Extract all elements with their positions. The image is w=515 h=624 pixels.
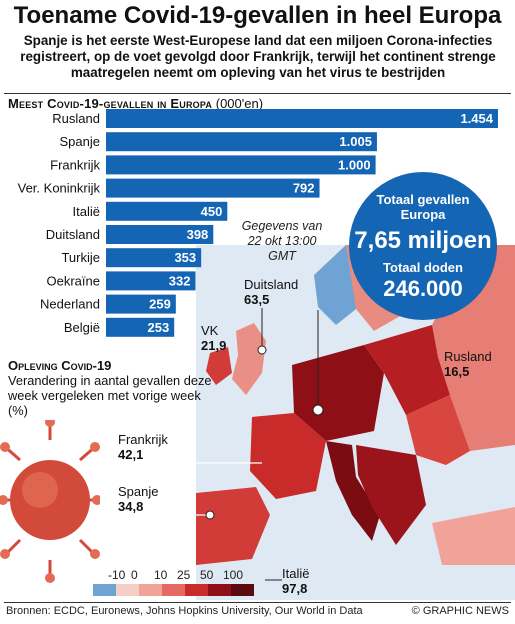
callout-italy-value: 97,8	[282, 581, 308, 596]
leader-uk-dot	[257, 345, 267, 355]
bar-oekra-ne	[106, 271, 196, 291]
bar-chart: Rusland 1.454 Spanje 1.005 Frankrijk 1.000 Ver…	[18, 109, 498, 337]
totals-bubble: Totaal gevallen Europa 7,65 miljoen Tota…	[349, 172, 497, 320]
bar-nederland	[106, 294, 176, 314]
map-belarus-ukraine	[364, 325, 450, 415]
surge-description: Verandering in aantal gevallen deze week…	[8, 373, 212, 418]
callout-germany: Duitsland 63,5	[244, 277, 298, 307]
map-ireland	[206, 347, 232, 385]
legend-tick-label: 0	[131, 568, 138, 582]
legend-tick-label: 50	[200, 568, 214, 582]
value-label: 253	[148, 320, 170, 335]
callout-germany-value: 63,5	[244, 292, 270, 307]
surge-section: Opleving Covid-19 Verandering in aantal …	[8, 358, 218, 418]
value-label: 398	[187, 227, 209, 242]
bar-belgi-	[106, 317, 175, 337]
callout-uk-value: 21,9	[201, 338, 227, 353]
page-title: Toename Covid-19-gevallen in heel Europa	[13, 2, 502, 29]
value-label: 332	[169, 273, 191, 288]
footer: Bronnen: ECDC, Euronews, Johns Hopkins U…	[6, 605, 509, 617]
callout-france: Frankrijk 42,1	[118, 432, 168, 462]
legend-swatch	[185, 584, 208, 596]
leader-germany-dot	[312, 404, 324, 416]
callout-germany-country: Duitsland	[244, 277, 299, 292]
callout-uk: VK 21,9	[201, 323, 226, 353]
category-label: Nederland	[40, 297, 100, 312]
legend-swatch	[139, 584, 162, 596]
legend-tick-label: -10	[108, 568, 126, 582]
value-label: 259	[149, 297, 171, 312]
category-label: Spanje	[60, 134, 100, 149]
page-subtitle: Spanje is het eerste West-Europese land …	[20, 33, 496, 80]
map-turkey	[432, 507, 515, 565]
map-germany-poland	[292, 345, 384, 441]
surge-heading: Opleving Covid-19	[8, 358, 112, 373]
value-label: 1.005	[339, 134, 372, 149]
bar-rusland	[106, 109, 498, 128]
map-ukraine-south	[406, 395, 470, 465]
callout-uk-country: VK	[201, 323, 219, 338]
bar-frankrijk	[106, 155, 376, 175]
value-label: 1.454	[460, 111, 493, 126]
legend-tick-label: 10	[154, 568, 168, 582]
leader-spain-dot	[205, 510, 215, 520]
category-label: Rusland	[52, 111, 100, 126]
chart-title: Meest Covid-19-gevallen in Europa	[8, 96, 213, 111]
bar-spanje	[106, 132, 377, 152]
legend-swatch	[93, 584, 116, 596]
legend-tick-label: 25	[177, 568, 191, 582]
callout-russia-value: 16,5	[444, 364, 470, 379]
category-label: Duitsland	[46, 227, 100, 242]
callout-russia: Rusland 16,5	[444, 349, 492, 379]
category-label: Frankrijk	[50, 157, 100, 172]
total-deaths-label: Totaal doden	[383, 260, 463, 275]
data-date-note: Gegevens van 22 okt 13:00 GMT	[241, 219, 323, 263]
bar-itali-	[106, 201, 228, 221]
category-label: België	[64, 320, 100, 335]
map-norway	[314, 245, 356, 325]
map-italy	[326, 441, 380, 541]
map-france	[250, 413, 326, 499]
callout-spain-country: Spanje	[118, 484, 159, 499]
callout-spain: Spanje 34,8	[118, 484, 158, 514]
chart-unit: (000'en)	[215, 96, 264, 111]
virus-spike-tips	[0, 420, 100, 583]
total-deaths-value: 246.000	[383, 276, 463, 301]
value-label: 450	[201, 204, 223, 219]
footer-divider	[4, 602, 511, 603]
legend-swatch	[162, 584, 185, 596]
bar-ver-koninkrijk	[106, 178, 320, 198]
footer-credit: © GRAPHIC NEWS	[411, 605, 509, 617]
callout-italy-country: Italië	[282, 566, 310, 581]
callout-italy: Italië 97,8	[282, 566, 309, 596]
value-label: 792	[293, 181, 315, 196]
total-cases-value: 7,65 miljoen	[354, 227, 492, 254]
footer-sources: Bronnen: ECDC, Euronews, Johns Hopkins U…	[6, 605, 363, 617]
legend-tick-label: 100	[223, 568, 244, 582]
category-label: Oekraïne	[47, 273, 100, 288]
map-balkans	[356, 445, 426, 545]
category-label: Turkije	[61, 250, 100, 265]
legend-swatch	[116, 584, 139, 596]
virus-illustration	[0, 420, 100, 583]
chart-heading: Meest Covid-19-gevallen in Europa (000'e…	[8, 96, 263, 111]
bar-turkije	[106, 248, 202, 268]
value-label: 1.000	[338, 157, 371, 172]
total-cases-label: Totaal gevallen Europa	[376, 192, 470, 222]
callout-spain-value: 34,8	[118, 499, 144, 514]
category-label: Ver. Koninkrijk	[18, 181, 101, 196]
legend-swatch	[231, 584, 254, 596]
callout-france-value: 42,1	[118, 447, 144, 462]
map-uk	[232, 323, 266, 395]
value-label: 353	[174, 250, 196, 265]
header-divider	[4, 93, 511, 94]
virus-highlight	[22, 472, 58, 508]
callout-france-country: Frankrijk	[118, 432, 168, 447]
legend-swatch	[208, 584, 231, 596]
category-label: Italië	[73, 204, 100, 219]
callout-russia-country: Rusland	[444, 349, 492, 364]
map-spain	[196, 487, 270, 565]
bar-duitsland	[106, 225, 214, 244]
